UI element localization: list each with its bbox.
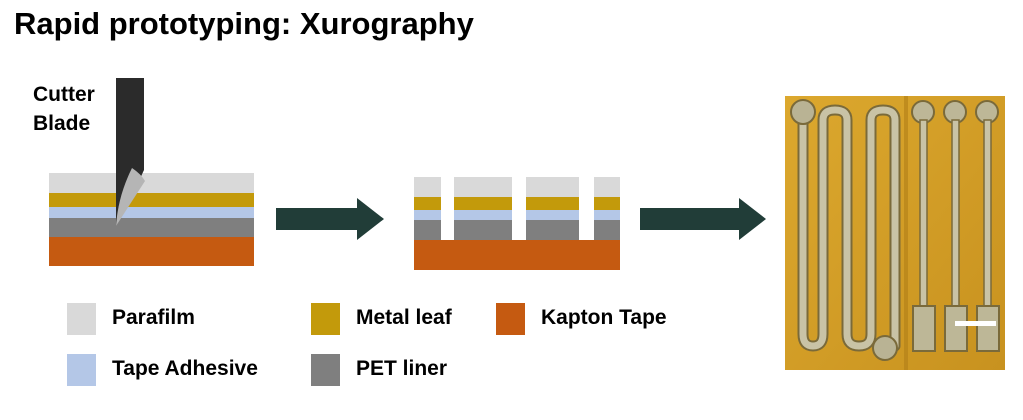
legend-swatch-pet-liner [311, 354, 340, 386]
stack2-seg4-pet-liner [594, 220, 620, 240]
stack2-seg1-pet-liner [414, 220, 441, 240]
cutter-label-line2: Blade [33, 112, 91, 135]
electrode-2 [943, 100, 968, 352]
stack2-seg2-metal-leaf [454, 197, 512, 210]
stack2-seg1-metal-leaf [414, 197, 441, 210]
stack1-tape-adhesive [49, 207, 254, 218]
stack2-seg2-tape-adhesive [454, 210, 512, 220]
legend-label-tape-adhesive: Tape Adhesive [112, 357, 258, 380]
legend-label-parafilm: Parafilm [112, 306, 195, 329]
electrode-3 [975, 100, 1000, 352]
legend-swatch-metal-leaf [311, 303, 340, 335]
stack1-kapton-tape [49, 237, 254, 266]
legend-label-pet-liner: PET liner [356, 357, 448, 380]
legend-label-kapton-tape: Kapton Tape [541, 306, 667, 329]
cutter-label-line1: Cutter [33, 83, 95, 106]
stack2-seg1-tape-adhesive [414, 210, 441, 220]
legend-swatch-kapton-tape [496, 303, 525, 335]
blade-tip [116, 168, 145, 226]
stack2-kapton-tape [414, 240, 620, 270]
blade-body [116, 78, 144, 226]
stack2-seg4-tape-adhesive [594, 210, 620, 220]
electrode-1 [911, 100, 936, 352]
serpentine-electrode [790, 99, 901, 361]
process-arrow-1 [276, 198, 384, 240]
stack1-parafilm [49, 173, 254, 193]
stack2-seg3-metal-leaf [526, 197, 579, 210]
scale-bar [955, 321, 996, 326]
cut-layer-stack [414, 177, 620, 270]
legend-swatch-parafilm [67, 303, 96, 335]
stack2-seg1-parafilm [414, 177, 441, 197]
legend-swatch-tape-adhesive [67, 354, 96, 386]
stack2-seg3-parafilm [526, 177, 579, 197]
stack2-seg2-pet-liner [454, 220, 512, 240]
stack2-seg2-parafilm [454, 177, 512, 197]
photo-divider [904, 96, 908, 370]
straight-electrodes [911, 100, 1000, 352]
page-title: Rapid prototyping: Xurography [14, 6, 474, 41]
process-arrow-2 [640, 198, 766, 240]
stack1-metal-leaf [49, 193, 254, 207]
stack1-pet-liner [49, 218, 254, 237]
stack2-seg4-parafilm [594, 177, 620, 197]
initial-layer-stack [49, 173, 254, 266]
cutter-blade [116, 78, 145, 226]
stack2-seg3-tape-adhesive [526, 210, 579, 220]
device-photo [785, 96, 1005, 370]
legend-label-metal-leaf: Metal leaf [356, 306, 452, 329]
stack2-seg3-pet-liner [526, 220, 579, 240]
stack2-seg4-metal-leaf [594, 197, 620, 210]
cutter-blade-label: Cutter Blade [33, 80, 95, 138]
